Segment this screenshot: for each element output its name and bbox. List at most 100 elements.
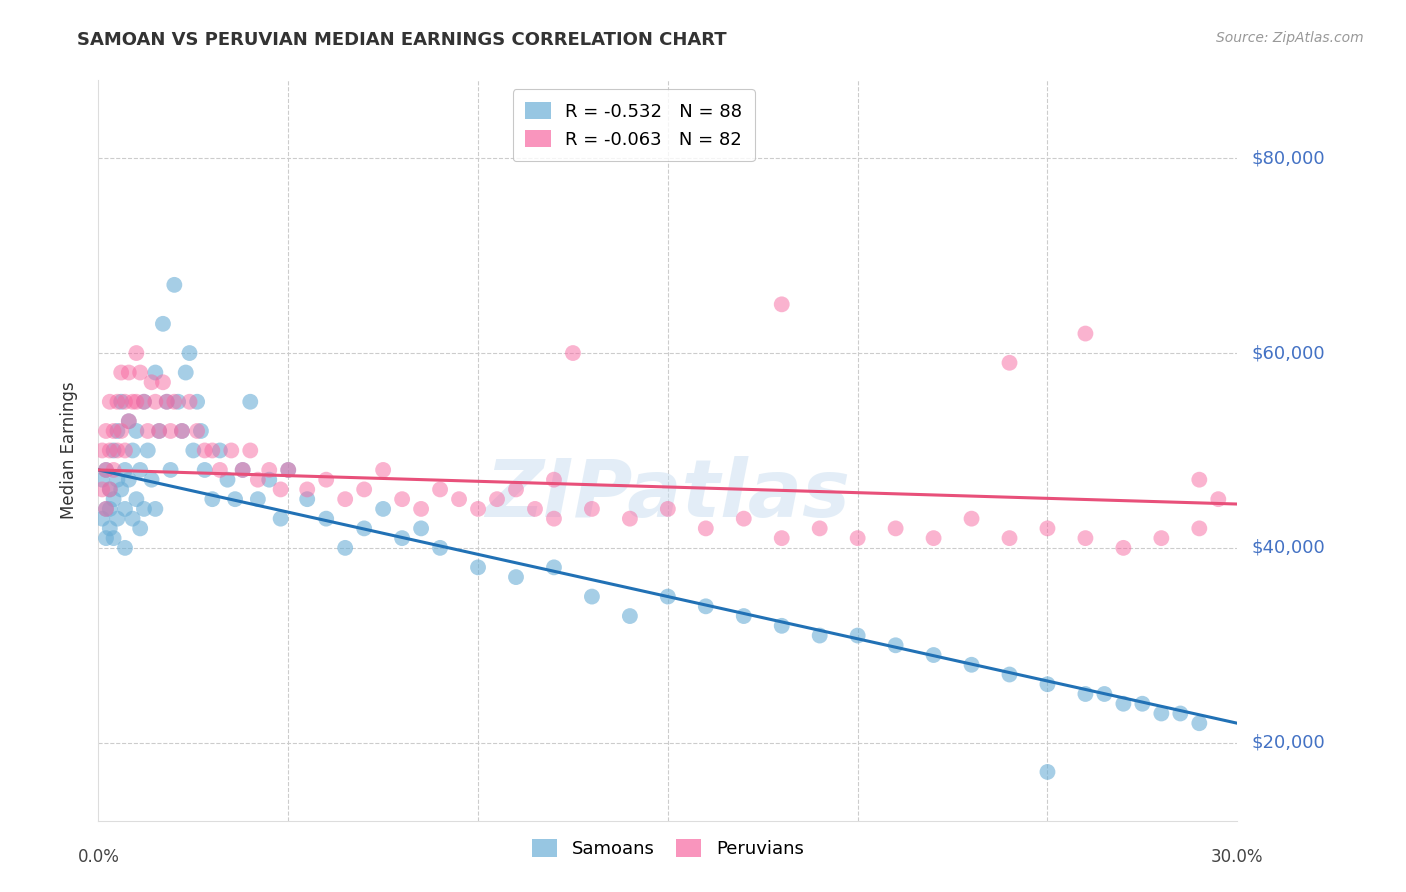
Point <box>297 483 319 497</box>
Point <box>315 511 337 525</box>
Point <box>922 648 945 662</box>
Point <box>846 531 869 545</box>
Point <box>114 394 136 409</box>
Point <box>429 541 451 555</box>
Point <box>110 424 132 438</box>
Point <box>129 463 152 477</box>
Point <box>1074 687 1097 701</box>
Point <box>335 541 357 555</box>
Point <box>114 541 136 555</box>
Point <box>1188 716 1211 731</box>
Point <box>543 560 565 574</box>
Point <box>118 414 141 428</box>
Point <box>107 443 129 458</box>
Point <box>110 366 132 380</box>
Point <box>110 483 132 497</box>
Point <box>467 560 489 574</box>
Point <box>118 473 141 487</box>
Point <box>121 443 143 458</box>
Point <box>1036 677 1059 691</box>
Point <box>208 443 231 458</box>
Point <box>619 609 641 624</box>
Point <box>998 667 1021 681</box>
Point <box>411 521 433 535</box>
Point <box>159 424 181 438</box>
Point <box>94 424 117 438</box>
Point <box>125 492 148 507</box>
Point <box>695 521 717 535</box>
Text: $40,000: $40,000 <box>1251 539 1324 557</box>
Point <box>1208 492 1230 507</box>
Point <box>103 424 125 438</box>
Point <box>1150 531 1173 545</box>
Point <box>132 394 155 409</box>
Point <box>335 492 357 507</box>
Point <box>543 511 565 525</box>
Point <box>186 424 208 438</box>
Point <box>141 376 163 390</box>
Point <box>246 473 269 487</box>
Point <box>1112 541 1135 555</box>
Point <box>103 492 125 507</box>
Point <box>297 492 319 507</box>
Point <box>190 424 212 438</box>
Point <box>98 483 121 497</box>
Point <box>98 394 121 409</box>
Point <box>156 394 179 409</box>
Point <box>259 473 281 487</box>
Y-axis label: Median Earnings: Median Earnings <box>59 382 77 519</box>
Point <box>121 511 143 525</box>
Point <box>239 394 262 409</box>
Point <box>770 619 793 633</box>
Point <box>467 502 489 516</box>
Point <box>960 657 983 672</box>
Point <box>136 424 159 438</box>
Point <box>429 483 451 497</box>
Point <box>186 394 208 409</box>
Point <box>201 492 224 507</box>
Point <box>1112 697 1135 711</box>
Point <box>159 463 181 477</box>
Point <box>562 346 585 360</box>
Point <box>98 443 121 458</box>
Point <box>1036 764 1059 779</box>
Point <box>524 502 547 516</box>
Point <box>998 356 1021 370</box>
Point <box>114 463 136 477</box>
Point <box>170 424 193 438</box>
Point <box>94 463 117 477</box>
Point <box>449 492 471 507</box>
Point <box>270 483 292 497</box>
Point <box>884 521 907 535</box>
Point <box>581 502 603 516</box>
Point <box>91 483 114 497</box>
Point <box>103 443 125 458</box>
Point <box>98 502 121 516</box>
Point <box>808 521 831 535</box>
Point <box>107 511 129 525</box>
Point <box>221 443 243 458</box>
Point <box>148 424 170 438</box>
Point <box>960 511 983 525</box>
Point <box>118 366 141 380</box>
Point <box>174 366 197 380</box>
Text: $60,000: $60,000 <box>1251 344 1324 362</box>
Point <box>125 394 148 409</box>
Point <box>1188 521 1211 535</box>
Point <box>183 443 205 458</box>
Point <box>170 424 193 438</box>
Point <box>98 521 121 535</box>
Point <box>110 394 132 409</box>
Text: $80,000: $80,000 <box>1251 149 1324 167</box>
Point <box>107 424 129 438</box>
Point <box>121 394 143 409</box>
Point <box>232 463 254 477</box>
Point <box>246 492 269 507</box>
Point <box>118 414 141 428</box>
Point <box>505 483 527 497</box>
Point <box>808 628 831 642</box>
Point <box>208 463 231 477</box>
Point <box>277 463 299 477</box>
Point <box>733 609 755 624</box>
Point <box>163 394 186 409</box>
